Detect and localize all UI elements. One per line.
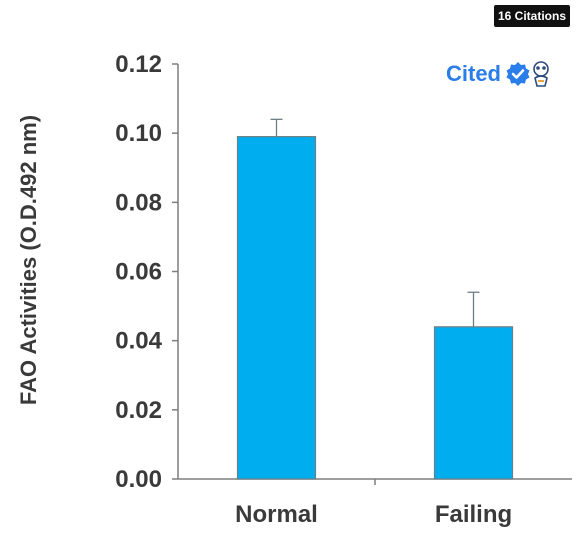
y-tick-label: 0.04 <box>115 328 162 355</box>
x-category-label: Normal <box>235 501 318 528</box>
cited-icons <box>505 59 551 89</box>
y-tick-label: 0.10 <box>115 120 162 147</box>
tick-labels: 0.00 0.02 0.04 0.06 0.08 0.10 0.12 Normal Failin… <box>115 51 512 528</box>
verified-check-icon <box>506 62 530 86</box>
y-tick-label: 0.06 <box>115 259 162 286</box>
owl-mascot-icon <box>533 61 549 87</box>
y-tick-label: 0.00 <box>115 466 162 493</box>
y-tick-label: 0.08 <box>115 189 162 216</box>
cited-logo[interactable]: Cited <box>446 57 551 91</box>
bar <box>236 136 317 480</box>
x-category-label: Failing <box>435 501 512 528</box>
bar <box>433 326 514 480</box>
citations-badge[interactable]: 16 Citations <box>494 5 570 27</box>
cited-label: Cited <box>446 61 501 86</box>
y-axis-title: FAO Activities (O.D.492 nm) <box>16 115 41 405</box>
y-tick-label: 0.02 <box>115 397 162 424</box>
bars <box>236 118 514 480</box>
y-tick-label: 0.12 <box>115 51 162 78</box>
